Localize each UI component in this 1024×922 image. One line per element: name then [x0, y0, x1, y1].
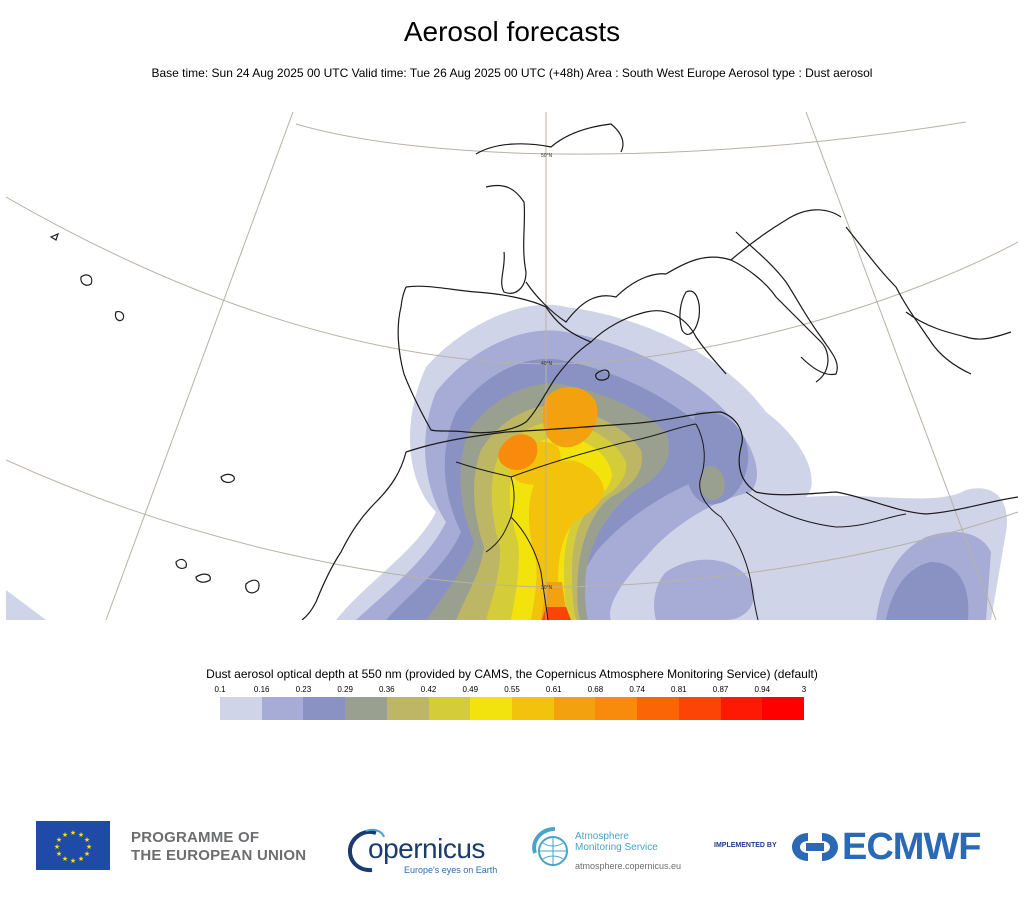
- colorbar-tick-label: 0.87: [712, 685, 729, 694]
- cams-line-1: Atmosphere: [575, 831, 629, 842]
- cams-url: atmosphere.copernicus.eu: [575, 861, 682, 871]
- map-svg: 50°N 40°N 30°N: [6, 112, 1018, 620]
- colorbar-tick-label: 0.1: [214, 685, 226, 694]
- colorbar-swatch: [637, 697, 679, 720]
- colorbar-swatch: [345, 697, 387, 720]
- colorbar: [220, 697, 805, 720]
- svg-text:★: ★: [56, 836, 62, 844]
- grid-label-50n: 50°N: [541, 153, 553, 159]
- svg-text:★: ★: [86, 843, 92, 851]
- copernicus-word: opernicus: [368, 833, 485, 864]
- eu-flag-icon: ★ ★ ★ ★ ★ ★ ★ ★ ★ ★ ★ ★: [36, 821, 110, 870]
- colorbar-swatch: [261, 697, 304, 720]
- colorbar-tick-label: 0.61: [545, 685, 562, 694]
- svg-text:★: ★: [78, 831, 84, 839]
- colorbar-tick-label: 3: [801, 685, 807, 694]
- svg-text:★: ★: [62, 831, 68, 839]
- svg-text:★: ★: [84, 836, 90, 844]
- colorbar-tick-label: 0.23: [295, 685, 312, 694]
- colorbar-swatch: [678, 697, 721, 720]
- colorbar-swatch: [428, 697, 471, 720]
- colorbar-tick-label: 0.55: [504, 685, 520, 694]
- colorbar-tick-label: 0.36: [379, 685, 395, 694]
- colorbar-swatch: [220, 697, 262, 720]
- colorbar-swatch: [470, 697, 513, 720]
- colorbar-swatch: [762, 697, 805, 720]
- cams-line-2: Monitoring Service: [575, 842, 658, 853]
- ecmwf-logo: ECMWF: [790, 825, 1000, 869]
- colorbar-swatch: [512, 697, 554, 720]
- colorbar-tick-label: 0.42: [420, 685, 437, 694]
- svg-text:★: ★: [70, 829, 76, 837]
- colorbar-swatch: [720, 697, 763, 720]
- colorbar-tick-label: 0.16: [253, 685, 270, 694]
- eu-line-2: THE EUROPEAN UNION: [131, 847, 307, 864]
- ecmwf-word: ECMWF: [842, 826, 982, 868]
- copernicus-tagline: Europe's eyes on Earth: [404, 865, 498, 875]
- colorbar-swatch: [553, 697, 596, 720]
- svg-text:★: ★: [78, 855, 84, 863]
- grid-label-40n: 40°N: [541, 361, 553, 367]
- forecast-subtitle: Base time: Sun 24 Aug 2025 00 UTC Valid …: [151, 66, 873, 80]
- copernicus-c-icon: [347, 828, 385, 873]
- colorbar-tick-label: 0.49: [462, 685, 479, 694]
- implemented-by-label: IMPLEMENTED BY: [714, 842, 777, 849]
- grid-label-30n: 30°N: [541, 585, 553, 591]
- forecast-map[interactable]: 50°N 40°N 30°N: [6, 112, 1018, 620]
- page-title: Aerosol forecasts: [403, 16, 621, 47]
- colorbar-title: Dust aerosol optical depth at 550 nm (pr…: [206, 667, 818, 681]
- svg-text:★: ★: [70, 857, 76, 865]
- colorbar-tick-labels: 0.1 0.16 0.23 0.29 0.36 0.42 0.49 0.55 0.61 0.68 0…: [214, 685, 807, 697]
- colorbar-swatch: [303, 697, 346, 720]
- svg-text:★: ★: [56, 850, 62, 858]
- cams-logo: Atmosphere Monitoring Service atmosphere…: [527, 821, 687, 881]
- eu-programme-text: PROGRAMME OF THE EUROPEAN UNION: [131, 829, 306, 865]
- graticule: [6, 112, 1018, 620]
- ecmwf-symbol-icon: [792, 833, 838, 861]
- cams-globe-icon: [532, 827, 568, 866]
- svg-text:★: ★: [62, 855, 68, 863]
- svg-text:★: ★: [84, 850, 90, 858]
- eu-line-1: PROGRAMME OF: [131, 829, 260, 846]
- colorbar-tick-label: 0.94: [754, 685, 771, 694]
- colorbar-tick-label: 0.29: [337, 685, 353, 694]
- svg-text:★: ★: [54, 843, 60, 851]
- coastlines: [49, 123, 1018, 620]
- colorbar-swatch: [595, 697, 638, 720]
- copernicus-logo: opernicus Europe's eyes on Earth: [346, 823, 498, 879]
- footer-logos: ★ ★ ★ ★ ★ ★ ★ ★ ★ ★ ★ ★ PROGRAMME OF THE EUROPEA…: [0, 815, 1024, 885]
- cams-name: Atmosphere Monitoring Service: [575, 831, 658, 853]
- colorbar-tick-label: 0.74: [629, 685, 645, 694]
- colorbar-tick-label: 0.81: [671, 685, 687, 694]
- colorbar-swatch: [386, 697, 429, 720]
- colorbar-tick-label: 0.68: [587, 685, 604, 694]
